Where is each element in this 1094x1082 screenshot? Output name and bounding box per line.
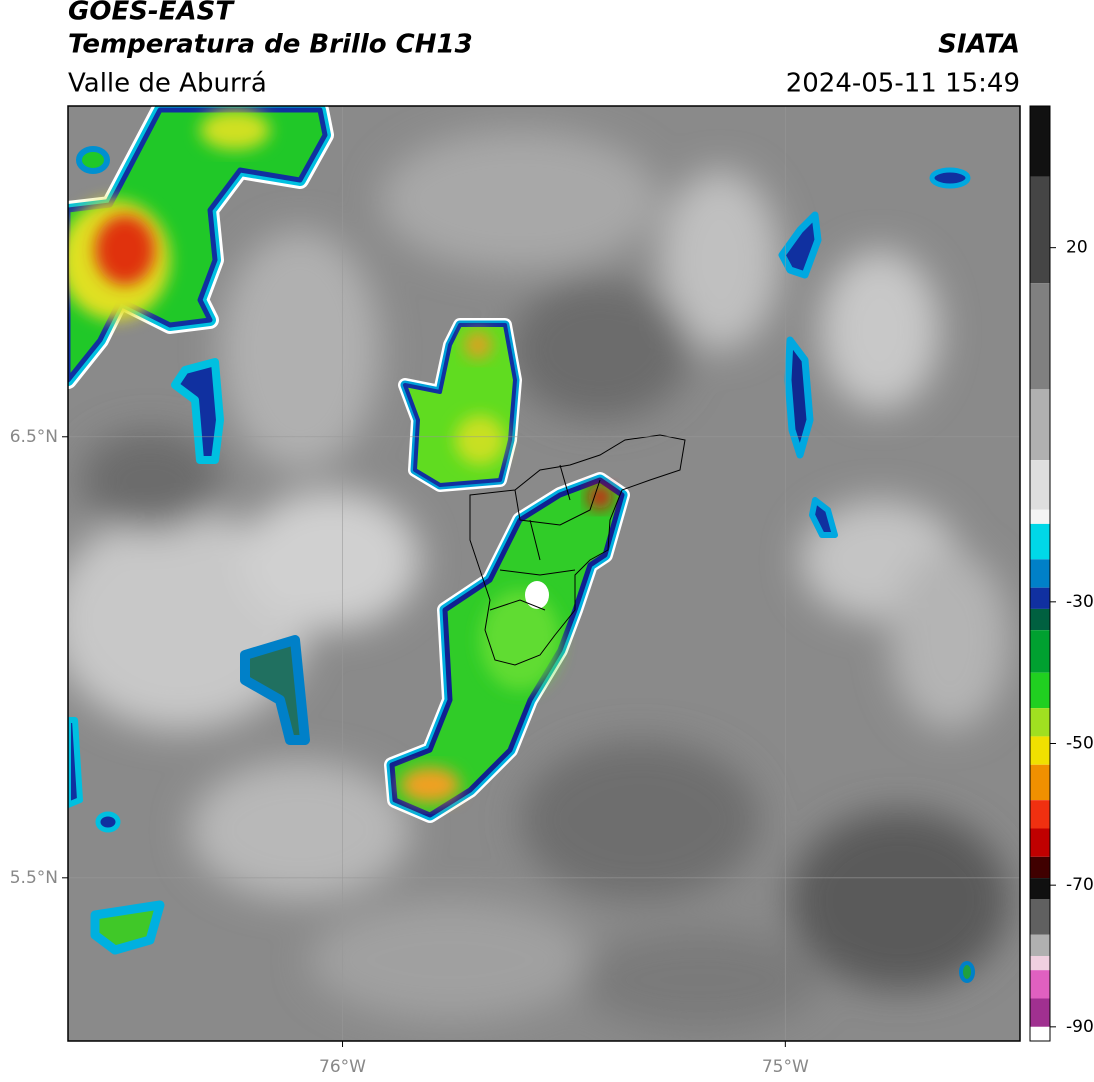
colorbar-segment bbox=[1030, 523, 1050, 560]
storm-central-south bbox=[384, 472, 630, 823]
x-tick-label: 75°W bbox=[762, 1057, 809, 1077]
colorbar-segment bbox=[1030, 708, 1050, 737]
map-frame bbox=[67, 105, 1021, 1042]
colorbar-segment bbox=[1030, 389, 1050, 461]
y-tick-label: 6.5°N bbox=[10, 427, 58, 447]
colorbar-segment bbox=[1030, 176, 1050, 284]
colorbar-frame bbox=[1029, 105, 1051, 1042]
colorbar-segment bbox=[1030, 828, 1050, 857]
colorbar-segment bbox=[1030, 800, 1050, 829]
storm-southwest bbox=[68, 635, 310, 955]
cloud-texture bbox=[68, 130, 1010, 1030]
colorbar-segment bbox=[1030, 899, 1050, 935]
colorbar-segment bbox=[1030, 878, 1050, 900]
colorbar-segment bbox=[1030, 956, 1050, 971]
subtitle: Temperatura de Brillo CH13 bbox=[68, 30, 473, 60]
colorbar-segment bbox=[1030, 106, 1050, 177]
colorbar-segment bbox=[1030, 587, 1050, 609]
colorbar-segment bbox=[1030, 1026, 1050, 1041]
valle-de-aburra-boundaries bbox=[469, 434, 686, 666]
storm-east-streaks bbox=[778, 167, 975, 983]
colorbar-tick-label: -70 bbox=[1066, 875, 1094, 895]
graticule bbox=[68, 106, 1020, 1041]
datetime: 2024-05-11 15:49 bbox=[786, 69, 1020, 99]
colorbar bbox=[1030, 106, 1050, 1041]
colorbar-segment bbox=[1030, 856, 1050, 879]
colorbar-segment bbox=[1030, 672, 1050, 709]
colorbar-tick-label: -50 bbox=[1066, 734, 1094, 754]
colorbar-segment bbox=[1030, 764, 1050, 801]
colorbar-segment bbox=[1030, 460, 1050, 510]
storm-northwest bbox=[68, 106, 334, 464]
colorbar-segment bbox=[1030, 608, 1050, 631]
colorbar-segment bbox=[1030, 559, 1050, 588]
storm-central-north bbox=[398, 318, 522, 492]
colorbar-segment bbox=[1030, 934, 1050, 956]
title: GOES-EAST bbox=[68, 0, 235, 27]
storm-cells bbox=[68, 106, 975, 983]
x-tick-label: 76°W bbox=[319, 1057, 366, 1077]
region: Valle de Aburrá bbox=[68, 69, 267, 99]
colorbar-segment bbox=[1030, 630, 1050, 673]
colorbar-segment bbox=[1030, 970, 1050, 999]
colorbar-tick-label: -30 bbox=[1066, 592, 1094, 612]
satellite-image bbox=[68, 106, 1020, 1041]
source: SIATA bbox=[938, 30, 1020, 60]
colorbar-segment bbox=[1030, 998, 1050, 1027]
colorbar-segment bbox=[1030, 283, 1050, 390]
colorbar-segment bbox=[1030, 509, 1050, 524]
colorbar-segment bbox=[1030, 736, 1050, 765]
colorbar-tick-label: -90 bbox=[1066, 1017, 1094, 1037]
colorbar-tick-label: 20 bbox=[1066, 238, 1088, 258]
y-tick-label: 5.5°N bbox=[10, 868, 58, 888]
